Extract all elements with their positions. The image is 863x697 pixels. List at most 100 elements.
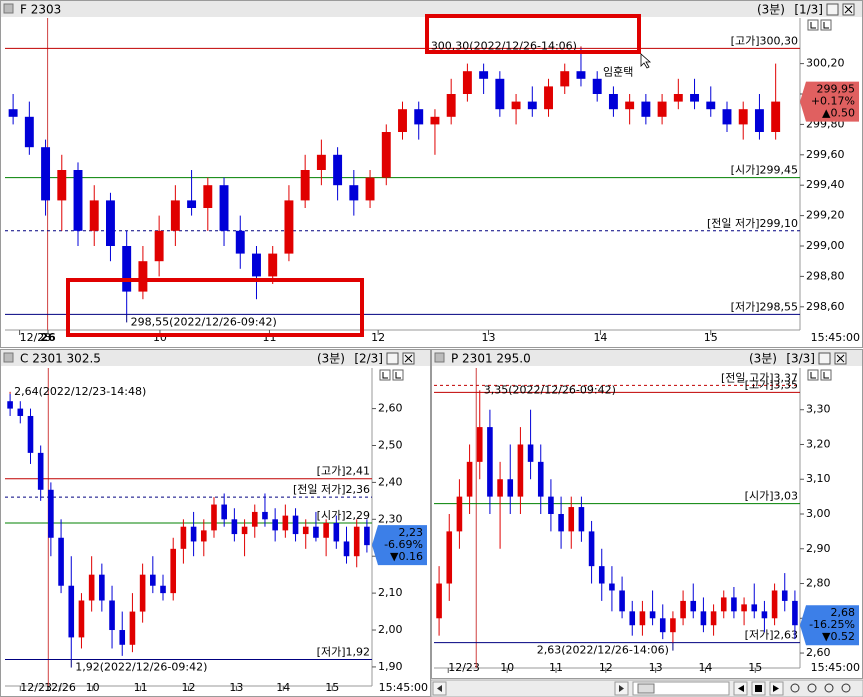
y-tick-label: 2,10 [378,586,403,599]
candle-body [629,611,636,626]
reference-label: [전일 저가]299,10 [707,216,798,230]
candle-body [414,109,424,125]
candle-body [560,71,570,87]
lock-button[interactable] [820,19,832,31]
x-tick-label: 15 [748,661,762,674]
zoom-in[interactable] [790,683,800,693]
reference-value: 298,55 [760,300,799,313]
candle-body [700,611,707,626]
lock-button[interactable] [807,19,819,31]
candle-body [272,519,278,531]
candle-body [446,94,456,117]
zoom-tool[interactable] [841,683,851,693]
price-badge-text: -16.25% [809,618,855,631]
x-tick-label: 10 [500,661,514,674]
candle-body [219,185,229,231]
panel-page: [2/3] [354,352,383,366]
x-tick-label: 15 [325,681,339,694]
zoom-buttons [790,683,851,693]
x-tick-label: 12 [182,681,196,694]
zoom-reset[interactable] [824,683,834,693]
x-end-label: 15:45:00 [811,661,860,674]
x-tick-label: 12/23 [448,661,480,674]
reference-name: [고가] [731,34,760,47]
candle-body [99,574,105,601]
candle-body [364,526,370,546]
reference-label: [전일 고가]3,37 [721,370,798,384]
lock-button[interactable] [392,369,404,381]
panel-page: [1/3] [794,3,823,17]
lock-button[interactable] [379,369,391,381]
x-tick-label: 15 [704,331,718,344]
reference-label: [저가]298,55 [731,300,798,313]
candle-body [578,507,585,532]
y-tick-label: 1,90 [378,660,403,673]
candle-body [37,452,44,490]
lock-button[interactable] [807,369,819,381]
candle-body [221,504,227,520]
candle-body [568,507,575,532]
zoom-out[interactable] [807,683,817,693]
arrow-icon [738,685,744,692]
annotation: 3,35(2022/12/26-09:42) [484,383,616,396]
x-tick-label: 12 [371,331,385,344]
candle-body [235,230,245,254]
x-tick-label: 14 [593,331,607,344]
maximize-button[interactable] [826,3,839,16]
lock-icon [810,22,816,29]
candle-body [771,590,778,619]
user-label: 임훈택 [603,65,633,78]
y-tick-label: 298,60 [806,300,845,313]
y-tick-label: 2,00 [378,623,403,636]
y-tick-label: 3,10 [806,472,831,485]
candle-body [8,109,18,117]
candle-body [690,600,697,612]
reference-name: [시가] [317,509,346,522]
candle-body [252,253,261,277]
lock-icon [823,372,829,379]
candle-body [323,523,329,538]
candle-body [710,611,717,626]
panel-icon [3,352,14,363]
candle-body [154,230,164,262]
candle-body [625,101,635,110]
lock-icon [823,22,829,29]
candle-body [548,496,554,514]
title-bar [1,1,862,17]
reference-name: [저가] [745,629,774,642]
candle-body [138,261,148,292]
candle-body [598,566,605,584]
x-tick-label: 26 [40,331,56,344]
annotation: 2,63(2022/12/26-14:06) [537,644,669,657]
x-tick-label: 13 [481,331,495,344]
x-tick-label: 11 [262,331,276,344]
candle-body [88,574,95,601]
slider-thumb[interactable] [637,683,655,694]
lock-button[interactable] [820,369,832,381]
candle-body [381,132,391,178]
maximize-button[interactable] [386,352,399,365]
candle-body [119,630,126,645]
candle-body [302,526,309,535]
scrollbar[interactable] [430,679,863,697]
zoom-slider[interactable] [632,681,730,696]
reference-value: 299,10 [760,217,799,230]
candle-body [48,489,54,538]
candle-body [430,116,440,125]
candle-body [537,461,544,497]
x-tick-label: 14 [698,661,712,674]
maximize-button[interactable] [818,352,831,365]
playback-buttons [733,681,784,696]
candle-body [313,526,319,538]
price-badge-text: 2,68 [831,606,856,619]
highlight-box [425,14,641,54]
candle-body [771,101,781,132]
candle-body [456,496,463,532]
y-tick-label: 2,60 [806,646,831,659]
candle-body [436,583,442,619]
candle-body [466,461,473,497]
reference-value: 3,35 [774,378,799,391]
reference-name: [시가] [745,490,774,503]
price-badge-text: 2,23 [399,526,424,539]
candle-body [241,526,248,535]
